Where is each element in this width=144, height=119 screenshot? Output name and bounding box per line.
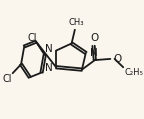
Text: Cl: Cl	[3, 74, 12, 84]
Text: N: N	[44, 44, 52, 54]
Text: N: N	[90, 48, 97, 58]
Text: C₂H₅: C₂H₅	[125, 68, 143, 77]
Text: N: N	[44, 63, 52, 73]
Text: O: O	[90, 33, 98, 43]
Text: CH₃: CH₃	[68, 18, 84, 27]
Text: O: O	[113, 54, 121, 64]
Text: Cl: Cl	[28, 33, 37, 43]
